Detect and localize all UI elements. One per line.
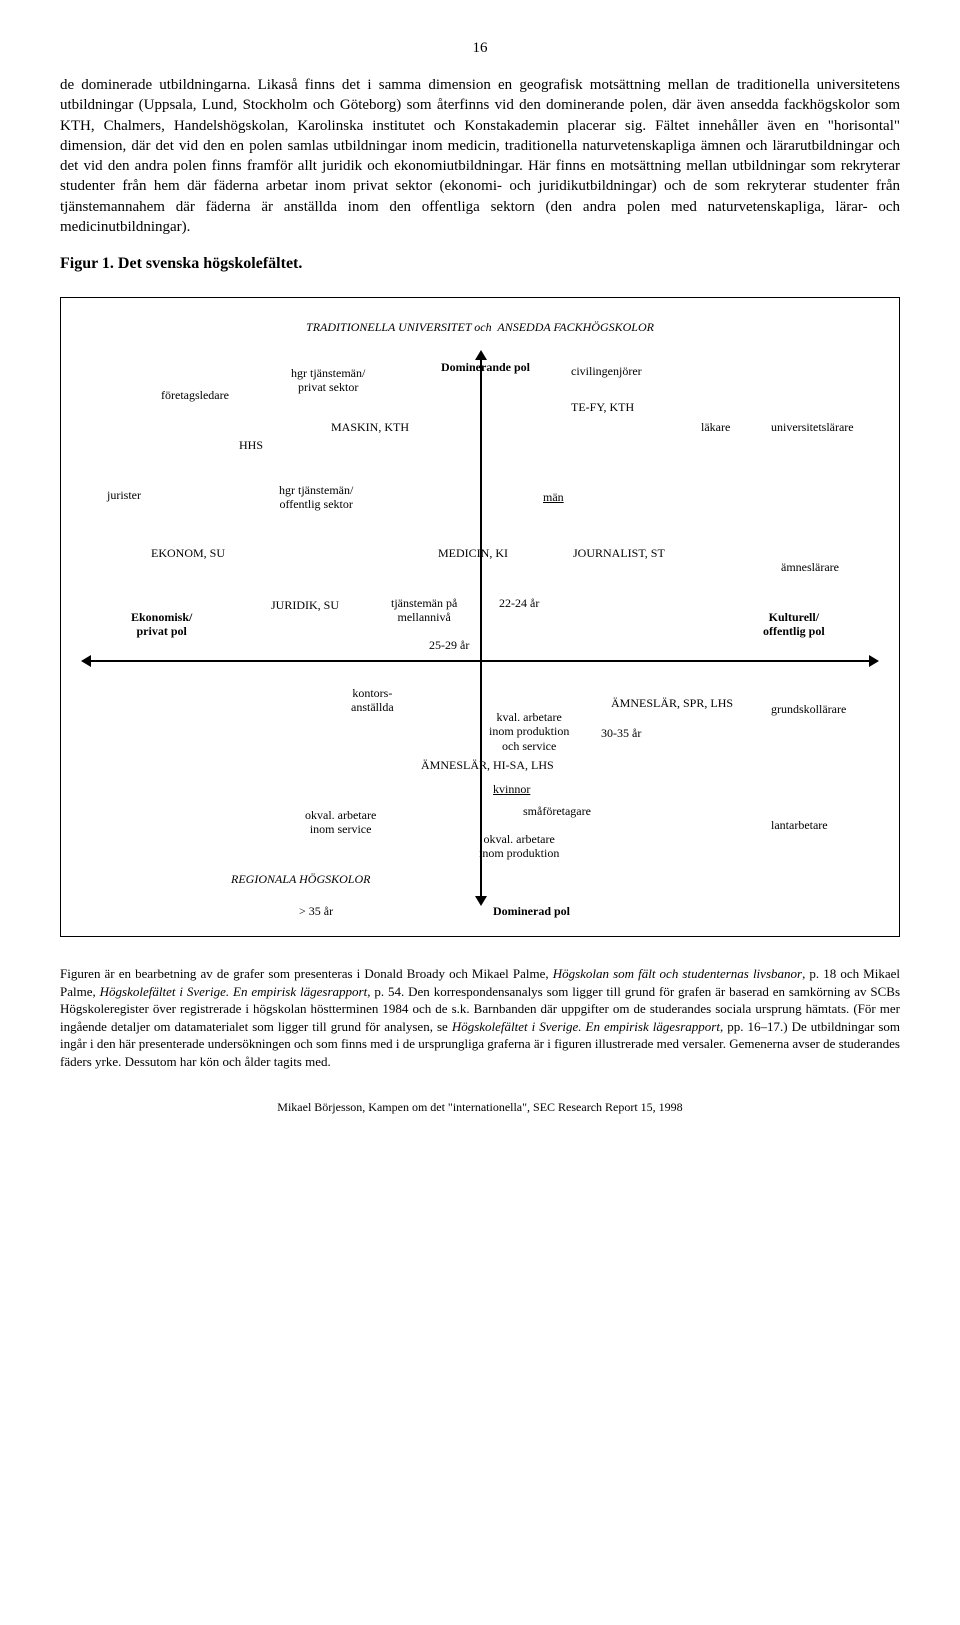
label-journalist-st: JOURNALIST, ST — [573, 546, 665, 560]
page-number: 16 — [60, 40, 900, 57]
label-maskin-kth: MASKIN, KTH — [331, 420, 409, 434]
label-amneslarare: ämneslärare — [781, 560, 839, 574]
label-tefy-kth: TE-FY, KTH — [571, 400, 634, 414]
vertical-axis — [480, 358, 482, 898]
label-tjansteman-mellan: tjänstemän på mellannivå — [391, 596, 457, 625]
label-kval-arbetare: kval. arbetare inom produktion och servi… — [489, 710, 569, 753]
top-pole: Dominerande pol — [441, 360, 530, 374]
caption-i3: Högskolefältet i Sverige. En empirisk lä… — [452, 1019, 720, 1034]
label-man: män — [543, 490, 564, 504]
label-kvinnor: kvinnor — [493, 782, 530, 796]
label-30-35: 30-35 år — [601, 726, 641, 740]
horizontal-axis — [89, 660, 871, 662]
label-25-29: 25-29 år — [429, 638, 469, 652]
label-smaforetagare: småföretagare — [523, 804, 591, 818]
label-jurister: jurister — [107, 488, 141, 502]
label-amneslar-hisa: ÄMNESLÄR, HI-SA, LHS — [421, 758, 554, 772]
label-universitetslarare: universitetslärare — [771, 420, 854, 434]
right-pole: Kulturell/ offentlig pol — [763, 610, 825, 639]
label-hhs: HHS — [239, 438, 263, 452]
caption-t1: Figuren är en bearbetning av de grafer s… — [60, 966, 553, 981]
bottom-pole: Dominerad pol — [493, 904, 570, 918]
label-lakare: läkare — [701, 420, 730, 434]
correspondence-diagram: TRADITIONELLA UNIVERSITET och ANSEDDA FA… — [60, 297, 900, 937]
caption-i2: Högskolefältet i Sverige. En empirisk lä… — [100, 984, 368, 999]
label-35plus: > 35 år — [299, 904, 333, 918]
label-lantarbetare: lantarbetare — [771, 818, 828, 832]
label-okval-service: okval. arbetare inom service — [305, 808, 376, 837]
label-foretagsledare: företagsledare — [161, 388, 229, 402]
label-kontorsanstallda: kontors- anställda — [351, 686, 394, 715]
diagram-header: TRADITIONELLA UNIVERSITET och ANSEDDA FA… — [61, 320, 899, 334]
page-footer: Mikael Börjesson, Kampen om det "interna… — [60, 1100, 900, 1115]
bottom-header: REGIONALA HÖGSKOLOR — [231, 872, 370, 886]
label-hgr-offentlig: hgr tjänstemän/ offentlig sektor — [279, 483, 353, 512]
label-ekonom-su: EKONOM, SU — [151, 546, 225, 560]
label-grundskollarare: grundskollärare — [771, 702, 846, 716]
label-civilingenjorer: civilingenjörer — [571, 364, 642, 378]
label-hgr-privat: hgr tjänstemän/ privat sektor — [291, 366, 365, 395]
label-juridik-su: JURIDIK, SU — [271, 598, 339, 612]
figure-caption: Figuren är en bearbetning av de grafer s… — [60, 965, 900, 1070]
label-medicin-ki: MEDICIN, KI — [438, 546, 508, 560]
label-amneslar-spr: ÄMNESLÄR, SPR, LHS — [611, 696, 733, 710]
left-pole: Ekonomisk/ privat pol — [131, 610, 192, 639]
caption-i1: Högskolan som fält och studenternas livs… — [553, 966, 802, 981]
label-22-24: 22-24 år — [499, 596, 539, 610]
figure-title: Figur 1. Det svenska högskolefältet. — [60, 255, 900, 273]
label-okval-produktion: okval. arbetare inom produktion — [479, 832, 559, 861]
body-paragraph: de dominerade utbildningarna. Likaså fin… — [60, 75, 900, 237]
